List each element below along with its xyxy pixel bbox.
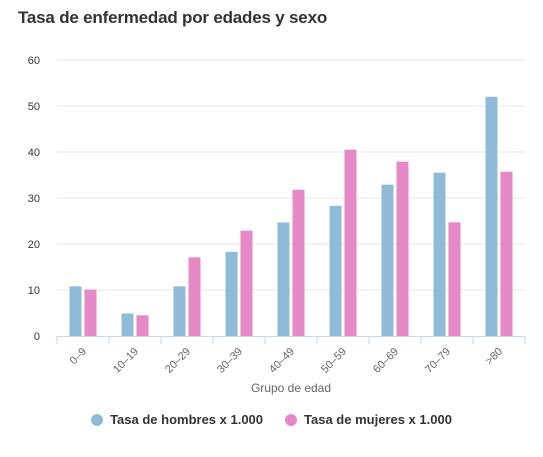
bar-hombres[interactable] [69,286,82,336]
y-tick-label: 60 [28,55,40,67]
bar-hombres[interactable] [329,205,342,336]
bar-hombres[interactable] [121,313,134,336]
bar-mujeres[interactable] [188,257,201,336]
bar-hombres[interactable] [485,96,498,336]
bar-hombres[interactable] [173,286,186,336]
y-tick-label: 10 [28,285,40,297]
legend-label-mujeres: Tasa de mujeres x 1.000 [304,412,452,427]
legend-item-hombres[interactable]: Tasa de hombres x 1.000 [91,412,263,427]
bar-mujeres[interactable] [84,289,97,336]
x-tick-label: 30–39 [215,346,245,376]
y-tick-label: 20 [28,239,40,251]
legend-marker-mujeres [285,413,298,426]
x-tick-label: 0–9 [68,346,89,367]
bar-hombres[interactable] [381,184,394,336]
bar-mujeres[interactable] [136,315,149,336]
x-tick-label: 50–59 [319,346,349,376]
bar-mujeres[interactable] [500,171,513,336]
gridlines [57,59,525,291]
x-tick-label: 70–79 [423,346,453,376]
bar-hombres[interactable] [277,222,290,336]
legend-marker-hombres [91,413,104,426]
bar-mujeres[interactable] [396,161,409,336]
x-tick-label: 40–49 [267,346,297,376]
y-tick-label: 50 [28,101,40,113]
y-tick-label: 40 [28,147,40,159]
bars [69,96,513,336]
legend: Tasa de hombres x 1.000 Tasa de mujeres … [0,412,543,427]
x-axis-ticks: 0–9 10–19 20–29 30–39 40–49 50–59 60–69 70–79 >8… [56,336,526,376]
y-axis-ticks: 0 10 20 30 40 50 60 [28,55,40,343]
bar-mujeres[interactable] [240,230,253,336]
bar-hombres[interactable] [433,172,446,336]
x-tick-label: >80 [483,346,505,368]
y-tick-label: 30 [28,193,40,205]
bar-mujeres[interactable] [448,222,461,336]
bar-hombres[interactable] [225,251,238,336]
x-tick-label: 10–19 [111,346,141,376]
x-tick-label: 60–69 [371,346,401,376]
bar-mujeres[interactable] [344,149,357,336]
legend-label-hombres: Tasa de hombres x 1.000 [110,412,264,427]
x-tick-label: 20–29 [163,346,193,376]
x-axis-label: Grupo de edad [251,381,331,395]
legend-item-mujeres[interactable]: Tasa de mujeres x 1.000 [285,412,452,427]
chart-title: Tasa de enfermedad por edades y sexo [18,8,328,27]
y-tick-label: 0 [34,331,40,343]
bar-mujeres[interactable] [292,189,305,336]
